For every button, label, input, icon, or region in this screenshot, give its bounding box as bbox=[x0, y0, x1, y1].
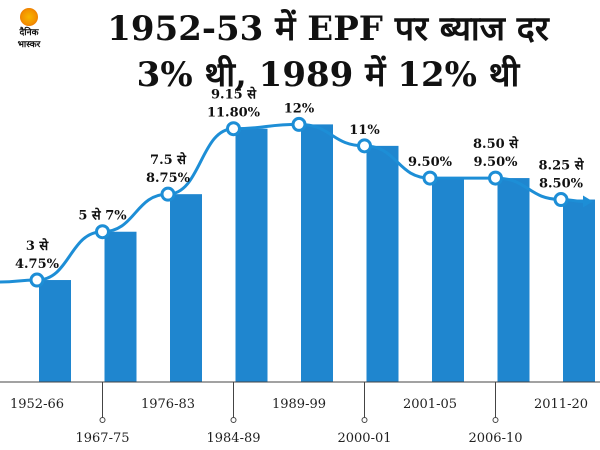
tick-dot-1967-75 bbox=[99, 417, 106, 423]
x-tick-label-2001-05: 2001-05 bbox=[403, 397, 457, 412]
bar-1952-66 bbox=[39, 280, 71, 382]
tick-dot-2006-10 bbox=[492, 417, 499, 423]
data-label-1976-83-1: 8.75% bbox=[146, 171, 191, 186]
bar-2011-20 bbox=[563, 199, 595, 382]
trend-marker-1976-83 bbox=[160, 186, 176, 202]
x-tick-label-1976-83: 1976-83 bbox=[141, 397, 195, 412]
trend-line bbox=[0, 122, 586, 284]
bar-1967-75 bbox=[104, 231, 137, 382]
trend-marker-1952-66 bbox=[29, 272, 45, 288]
data-label-1952-66-1: 4.75% bbox=[15, 257, 60, 272]
data-label-1984-89-0: 9.15 से bbox=[211, 87, 257, 103]
x-tick-label-2011-20: 2011-20 bbox=[534, 397, 588, 412]
trend-marker-2001-05 bbox=[422, 170, 438, 186]
x-tick-label-2000-01: 2000-01 bbox=[337, 431, 391, 446]
x-tick-label-1967-75: 1967-75 bbox=[75, 431, 129, 446]
bar-1984-89 bbox=[235, 128, 268, 382]
data-label-2011-20-0: 8.25 से bbox=[539, 158, 585, 174]
trend-marker-1984-89 bbox=[226, 121, 241, 137]
x-tick-label-1989-99: 1989-99 bbox=[272, 397, 326, 412]
data-label-2011-20-1: 8.50% bbox=[539, 177, 584, 192]
logo-text-line2: भास्कर bbox=[17, 40, 41, 50]
trend-marker-2000-01 bbox=[357, 138, 372, 154]
trend-marker-2011-20 bbox=[553, 192, 569, 208]
trend-arrow-icon bbox=[583, 195, 593, 208]
data-label-1952-66-0: 3 से bbox=[26, 238, 50, 254]
sun-logo-icon bbox=[20, 8, 38, 26]
x-tick-label-1984-89: 1984-89 bbox=[206, 431, 260, 446]
data-label-1967-75-0: 5 से 7% bbox=[78, 208, 127, 224]
x-tick-label-2006-10: 2006-10 bbox=[468, 431, 522, 446]
page-title: 1952-53 में EPF पर ब्याज दर 3% थी, 1989 … bbox=[62, 6, 594, 98]
bar-1976-83 bbox=[170, 194, 202, 382]
tick-dot-1984-89 bbox=[230, 417, 237, 423]
data-label-2001-05-0: 9.50% bbox=[408, 155, 453, 170]
bar-1989-99 bbox=[301, 124, 333, 383]
trend-marker-2006-10 bbox=[488, 170, 503, 186]
tick-dot-2000-01 bbox=[361, 417, 368, 423]
data-label-1984-89-1: 11.80% bbox=[207, 106, 261, 121]
data-label-2006-10-1: 9.50% bbox=[473, 155, 518, 170]
title-line-1: 1952-53 में EPF पर ब्याज दर bbox=[107, 9, 549, 49]
trend-marker-1967-75 bbox=[95, 224, 110, 240]
title-line-2: 3% थी, 1989 में 12% थी bbox=[136, 55, 520, 95]
brand-logo: दैनिक भास्कर bbox=[6, 6, 52, 52]
data-label-2006-10-0: 8.50 से bbox=[473, 136, 519, 152]
trend-marker-1989-99 bbox=[291, 116, 307, 132]
bar-2006-10 bbox=[497, 178, 530, 382]
logo-text-line1: दैनिक bbox=[19, 28, 39, 38]
bar-2000-01 bbox=[366, 145, 399, 382]
data-label-1989-99-0: 12% bbox=[284, 101, 315, 116]
bar-2001-05 bbox=[432, 178, 464, 382]
data-label-2000-01-0: 11% bbox=[349, 123, 380, 138]
data-label-1976-83-0: 7.5 से bbox=[150, 152, 187, 168]
x-tick-label-1952-66: 1952-66 bbox=[10, 397, 64, 412]
